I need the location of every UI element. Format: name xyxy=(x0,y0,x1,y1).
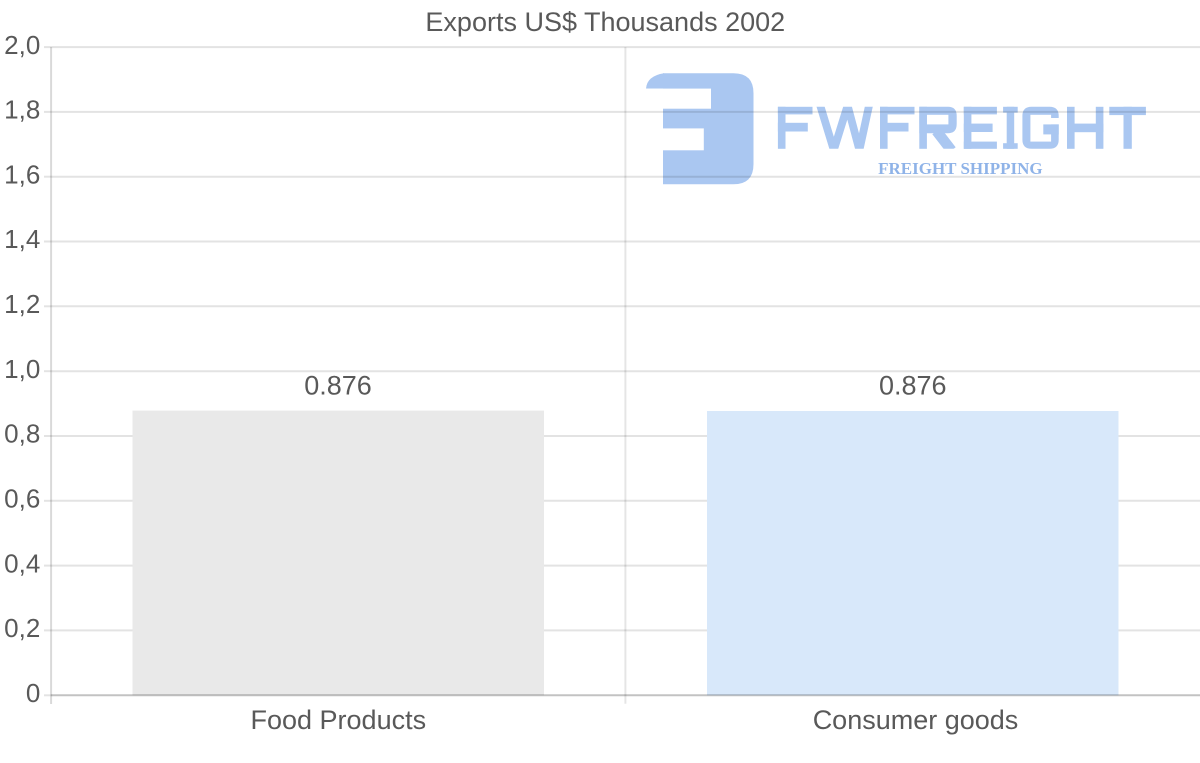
svg-text:0: 0 xyxy=(26,678,40,708)
svg-text:1,6: 1,6 xyxy=(4,159,40,189)
svg-text:1,0: 1,0 xyxy=(4,354,40,384)
svg-text:Consumer goods: Consumer goods xyxy=(813,705,1019,735)
svg-text:0,6: 0,6 xyxy=(4,484,40,514)
svg-text:1,4: 1,4 xyxy=(4,224,40,254)
svg-text:2,0: 2,0 xyxy=(4,30,40,60)
svg-text:1,8: 1,8 xyxy=(4,95,40,125)
svg-text:Food Products: Food Products xyxy=(251,705,427,735)
svg-text:0.876: 0.876 xyxy=(304,370,372,400)
svg-text:0.876: 0.876 xyxy=(879,370,947,400)
svg-text:Exports US$ Thousands 2002: Exports US$ Thousands 2002 xyxy=(425,7,785,37)
svg-text:FREIGHT SHIPPING: FREIGHT SHIPPING xyxy=(878,159,1043,178)
svg-text:0,4: 0,4 xyxy=(4,548,40,578)
svg-text:1,2: 1,2 xyxy=(4,289,40,319)
svg-text:0,8: 0,8 xyxy=(4,419,40,449)
svg-text:0,2: 0,2 xyxy=(4,613,40,643)
